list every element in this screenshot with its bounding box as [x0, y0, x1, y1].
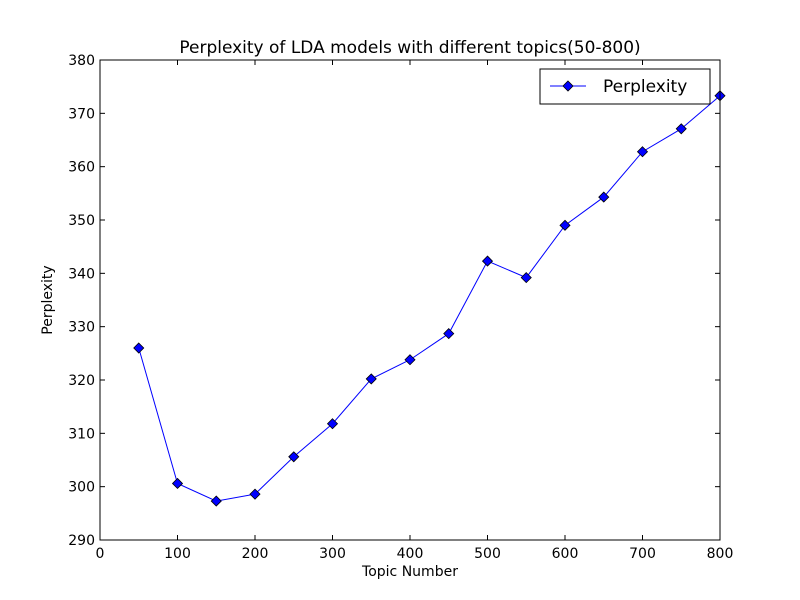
series-line-perplexity [138, 95, 721, 502]
x-axis-label: Topic Number [361, 564, 458, 580]
data-point-marker [636, 146, 649, 158]
data-point-marker [171, 477, 184, 490]
y-tick-label: 380 [68, 53, 95, 69]
x-tick-label: 700 [629, 546, 656, 562]
ticks-layer: 0 100 200 300 400 500 600 700 800 290 300 310 320 330… [68, 53, 733, 562]
data-point-marker [481, 255, 494, 267]
y-tick-label: 360 [68, 160, 95, 176]
x-tick-label: 500 [474, 546, 501, 562]
y-tick-label: 310 [68, 426, 95, 442]
data-point-marker [598, 191, 610, 203]
data-point-marker [443, 328, 455, 340]
data-point-marker [559, 219, 571, 231]
legend: Perplexity [539, 68, 711, 105]
data-point-marker [210, 495, 222, 507]
legend-diamond-marker [562, 80, 574, 92]
series-layer [133, 90, 726, 507]
y-tick-label: 290 [68, 533, 95, 549]
y-tick-label: 330 [68, 320, 95, 336]
data-point-marker [249, 488, 261, 500]
y-tick-label: 340 [68, 266, 95, 282]
y-tick-label: 350 [68, 213, 95, 229]
legend-label-perplexity: Perplexity [603, 77, 687, 97]
data-point-marker [675, 123, 687, 135]
x-tick-label: 800 [707, 546, 734, 562]
plot-frame [99, 59, 721, 541]
y-tick-label: 320 [68, 373, 95, 389]
data-point-marker [326, 418, 339, 430]
y-tick-label: 370 [68, 106, 95, 122]
chart-title: Perplexity of LDA models with different … [179, 38, 640, 58]
x-tick-label: 0 [96, 546, 105, 562]
y-tick-label: 300 [68, 480, 95, 496]
x-tick-label: 100 [164, 546, 191, 562]
data-point-marker [133, 342, 145, 354]
x-tick-label: 300 [319, 546, 346, 562]
data-point-marker [520, 272, 532, 284]
data-point-marker [288, 451, 300, 463]
data-point-marker [365, 373, 377, 385]
y-axis-label: Perplexity [40, 265, 56, 334]
x-tick-label: 600 [552, 546, 579, 562]
data-point-marker [404, 354, 416, 366]
x-tick-label: 400 [397, 546, 424, 562]
x-tick-label: 200 [242, 546, 269, 562]
